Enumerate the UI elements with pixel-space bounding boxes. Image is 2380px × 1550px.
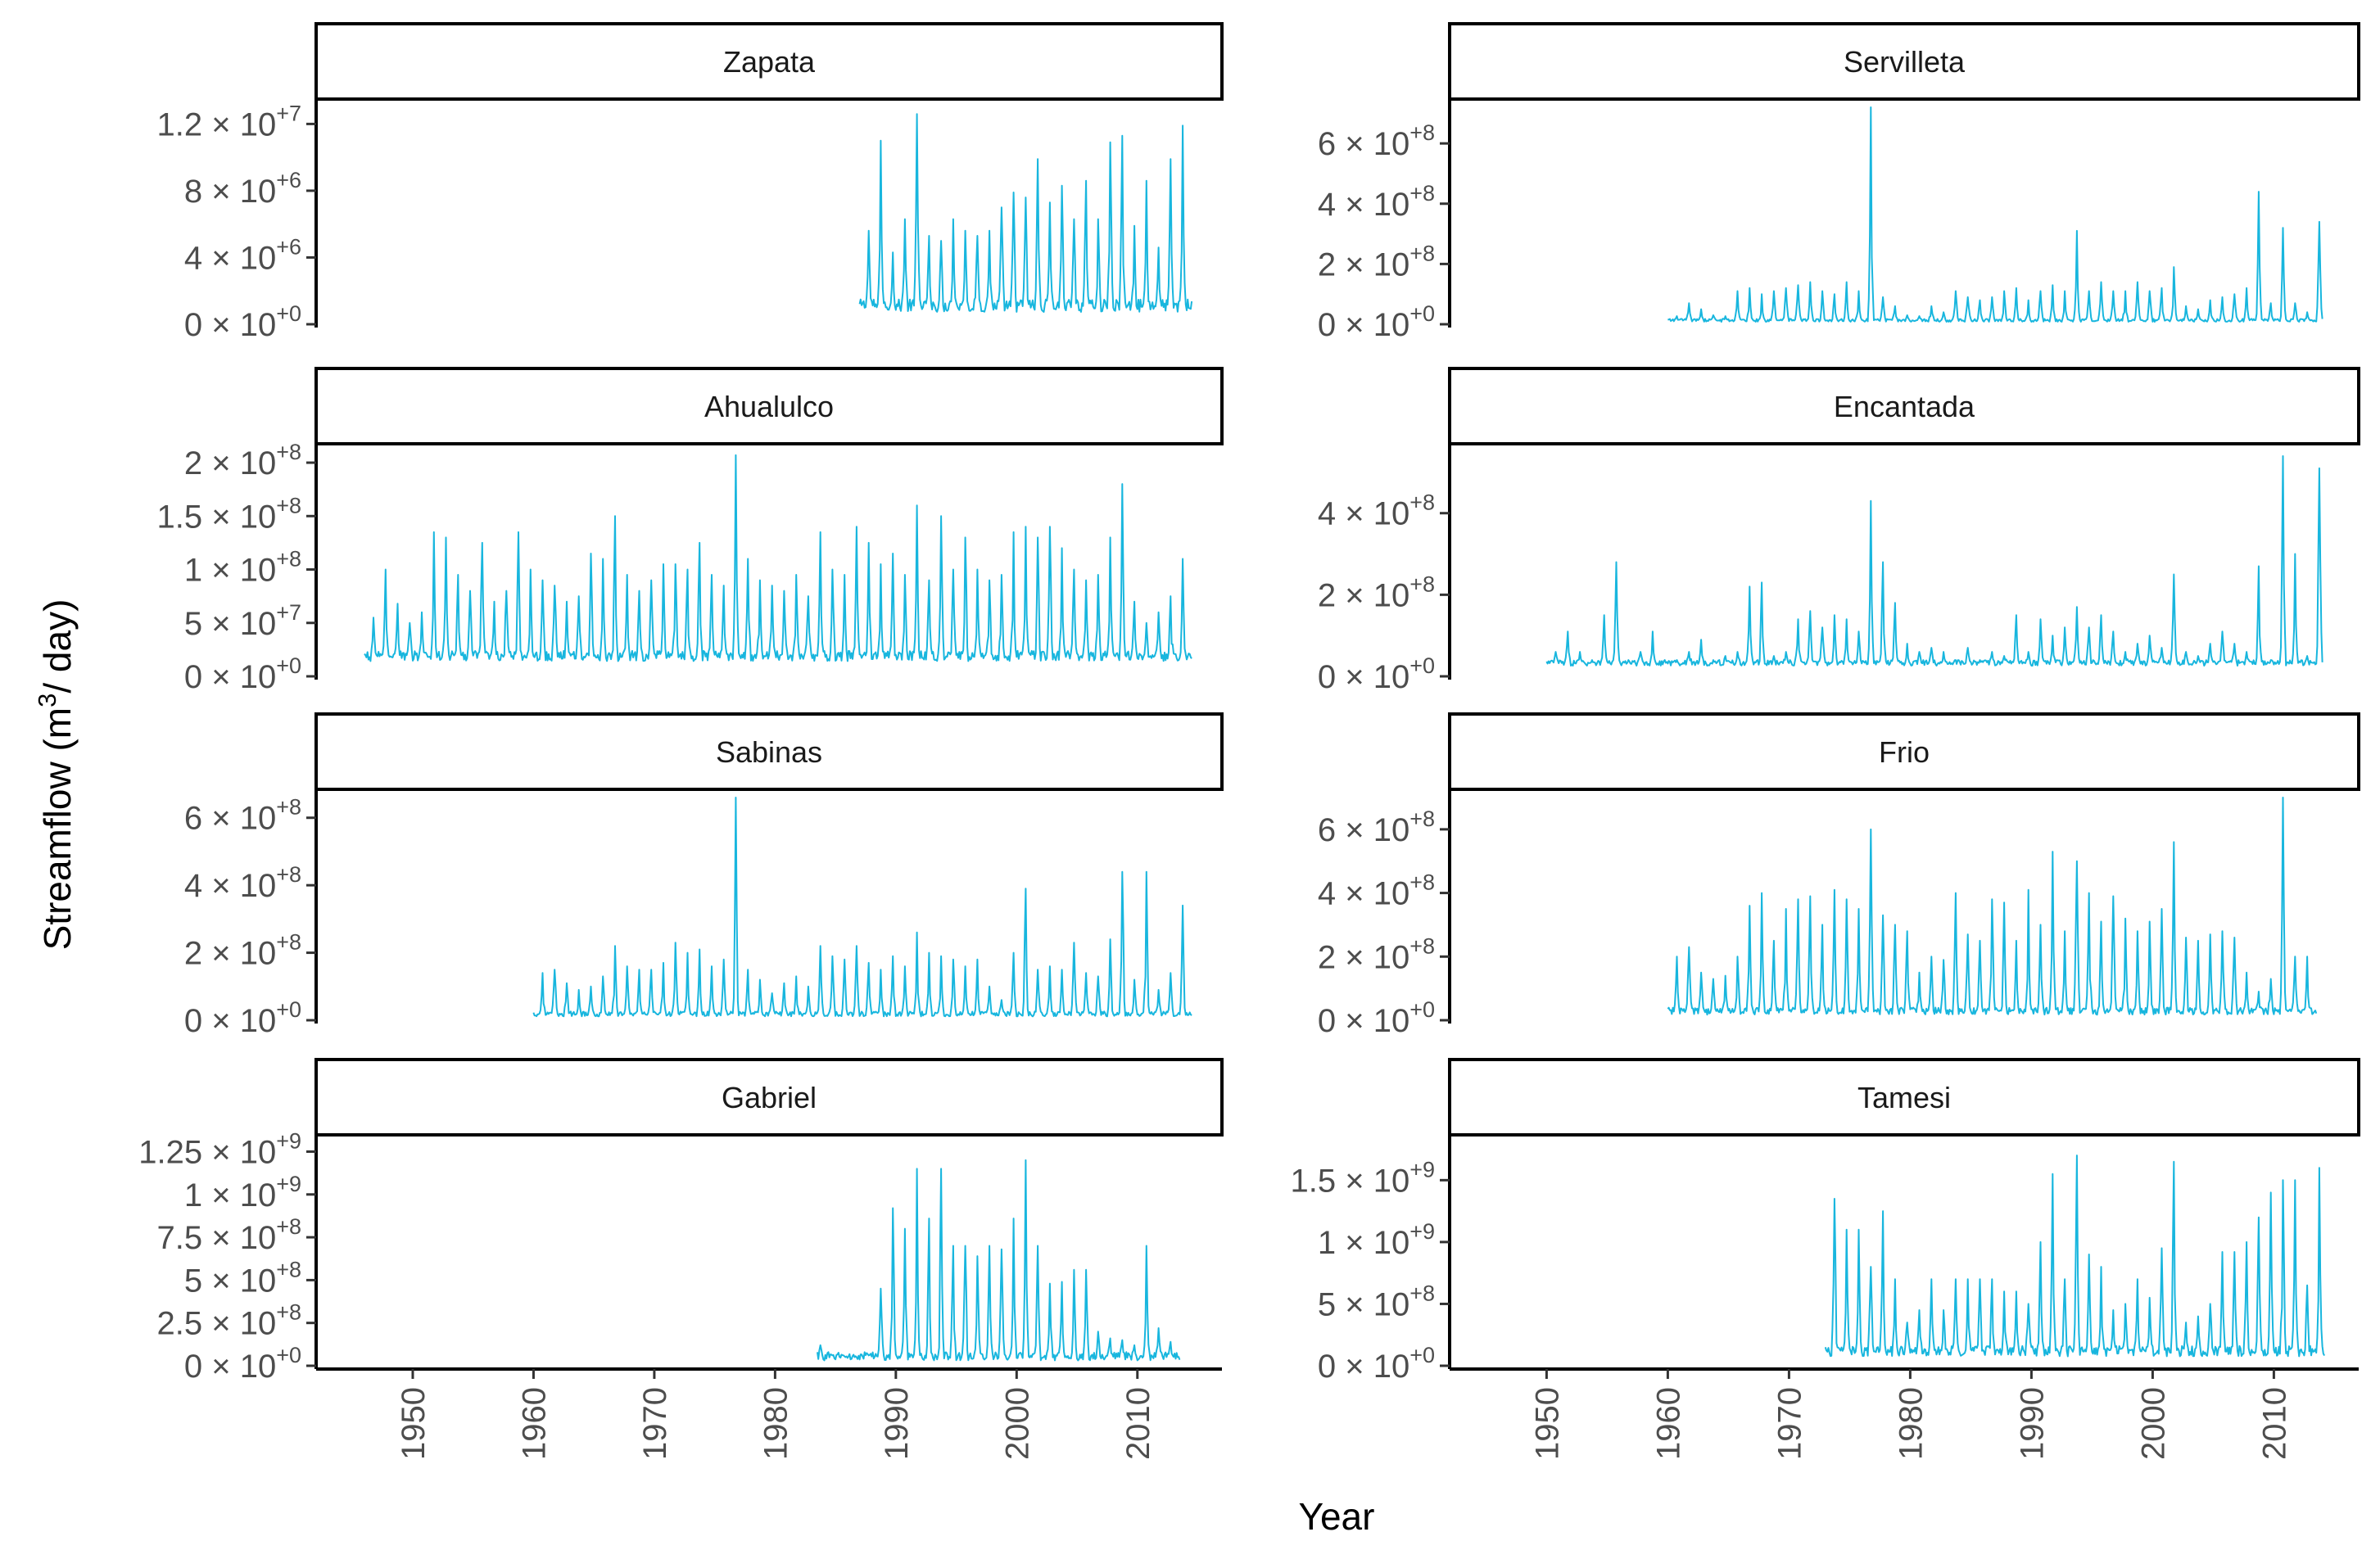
x-tick-label: 1960 — [516, 1387, 552, 1460]
x-tick-label: 1980 — [758, 1387, 794, 1460]
facet-strip — [1448, 1058, 2360, 1137]
facet-strip-label: Encantada — [1834, 390, 1975, 423]
facet-strip-label: Servilleta — [1844, 45, 1966, 79]
y-tick-label: 0 × 10+0 — [184, 301, 301, 343]
panel-ahualulco: Ahualulco 0 × 10+0 5 × 10+7 1 × 10+8 1.5 × 1… — [157, 367, 1224, 695]
facet-strip — [1448, 367, 2360, 445]
x-axis-right: 1950 1960 1970 1980 1990 2000 2010 — [1450, 1367, 2359, 1460]
y-tick-label: 6 × 10+8 — [184, 795, 301, 837]
y-tick-label: 2 × 10+8 — [184, 440, 301, 481]
facet-strip-label: Sabinas — [716, 735, 822, 769]
y-tick-label: 2 × 10+8 — [184, 930, 301, 972]
y-tick-label: 7.5 × 10+8 — [157, 1214, 301, 1256]
y-tick-label: 1.25 × 10+9 — [138, 1128, 301, 1170]
y-tick-label: 1 × 10+9 — [1318, 1219, 1435, 1261]
x-tick-label: 1970 — [637, 1387, 673, 1460]
y-tick-label: 5 × 10+8 — [184, 1257, 301, 1299]
y-axis-title-tail: / day) — [36, 599, 79, 694]
y-tick-label: 2 × 10+8 — [1318, 933, 1435, 975]
streamflow-series — [817, 1159, 1181, 1362]
y-tick-label: 0 × 10+0 — [184, 1343, 301, 1385]
x-axis-left: 1950 1960 1970 1980 1990 2000 2010 — [316, 1367, 1222, 1460]
panel-encantada: Encantada 0 × 10+0 2 × 10+8 4 × 10+8 — [1318, 367, 2360, 695]
x-axes: 1950 1960 1970 1980 1990 2000 2010 1950 1960 1970… — [316, 1367, 2359, 1460]
streamflow-series — [364, 454, 1192, 662]
facet-strip — [314, 1058, 1224, 1137]
panel-servilleta: Servilleta 0 × 10+0 2 × 10+8 4 × 10+8 6 × 10… — [1318, 22, 2360, 343]
x-tick-label: 2010 — [2256, 1387, 2292, 1460]
y-tick-label: 2 × 10+8 — [1318, 241, 1435, 282]
streamflow-series — [1824, 1155, 2325, 1358]
x-tick-label: 1950 — [396, 1387, 432, 1460]
y-tick-label: 5 × 10+8 — [1318, 1281, 1435, 1322]
x-tick-label: 1960 — [1650, 1387, 1686, 1460]
y-tick-label: 1.2 × 10+7 — [157, 101, 301, 142]
y-tick-label: 1.5 × 10+9 — [1291, 1157, 1435, 1199]
y-tick-label: 4 × 10+8 — [1318, 870, 1435, 912]
panel-sabinas: Sabinas 0 × 10+0 2 × 10+8 4 × 10+8 6 × 10+8 — [184, 712, 1224, 1039]
y-tick-label: 2.5 × 10+8 — [157, 1300, 301, 1342]
y-axis-title-superscript: 3 — [33, 694, 61, 707]
facet-strip-label: Tamesi — [1857, 1081, 1951, 1114]
y-tick-label: 6 × 10+8 — [1318, 807, 1435, 848]
facet-panels: Zapata 0 × 10+0 4 × 10+6 8 × 10+6 1.2 × 10+7… — [138, 22, 2360, 1385]
streamflow-series — [1545, 455, 2323, 667]
y-tick-label: 0 × 10+0 — [184, 653, 301, 695]
facet-strip — [314, 367, 1224, 445]
x-axis-title: Year — [1299, 1495, 1375, 1538]
streamflow-series — [858, 113, 1193, 313]
facet-strip-label: Ahualulco — [704, 390, 834, 423]
x-tick-label: 1990 — [2014, 1387, 2050, 1460]
y-tick-label: 0 × 10+0 — [1318, 301, 1435, 343]
y-tick-label: 1.5 × 10+8 — [157, 493, 301, 535]
facet-strip — [1448, 712, 2360, 791]
panel-frio: Frio 0 × 10+0 2 × 10+8 4 × 10+8 6 × 10+8 — [1318, 712, 2360, 1039]
y-tick-label: 0 × 10+0 — [1318, 1343, 1435, 1385]
y-tick-label: 1 × 10+8 — [184, 547, 301, 589]
facet-strip-label: Gabriel — [722, 1081, 817, 1114]
x-tick-label: 1950 — [1529, 1387, 1565, 1460]
y-tick-label: 0 × 10+0 — [184, 997, 301, 1039]
y-tick-label: 0 × 10+0 — [1318, 653, 1435, 695]
y-tick-label: 2 × 10+8 — [1318, 572, 1435, 613]
panel-gabriel: Gabriel 0 × 10+02.5 × 10+85 × 10+87.5 × 1… — [138, 1058, 1224, 1385]
y-tick-label: 4 × 10+8 — [1318, 490, 1435, 532]
y-tick-label: 0 × 10+0 — [1318, 997, 1435, 1039]
panel-tamesi: Tamesi 0 × 10+0 5 × 10+8 1 × 10+9 1.5 × 10+9 — [1291, 1058, 2360, 1385]
x-tick-label: 1990 — [879, 1387, 915, 1460]
facet-strip-label: Zapata — [723, 45, 816, 79]
y-axis-title-main: Streamflow (m — [36, 707, 79, 950]
y-tick-label: 5 × 10+7 — [184, 600, 301, 642]
y-tick-label: 4 × 10+8 — [1318, 181, 1435, 223]
streamflow-series — [1667, 106, 2323, 323]
y-tick-label: 1 × 10+9 — [184, 1172, 301, 1213]
streamflow-series — [1667, 797, 2318, 1016]
x-tick-label: 2000 — [999, 1387, 1035, 1460]
x-tick-label: 2010 — [1120, 1387, 1156, 1460]
facet-strip — [1448, 22, 2360, 101]
y-tick-label: 8 × 10+6 — [184, 168, 301, 210]
facet-strip — [314, 712, 1224, 791]
y-axis-title: Streamflow (m3/ day) — [33, 599, 79, 951]
y-tick-label: 4 × 10+6 — [184, 234, 301, 276]
panel-zapata: Zapata 0 × 10+0 4 × 10+6 8 × 10+6 1.2 × 10+7 — [157, 22, 1224, 343]
y-tick-label: 6 × 10+8 — [1318, 120, 1435, 162]
streamflow-series — [532, 797, 1192, 1018]
x-tick-label: 1970 — [1771, 1387, 1808, 1460]
x-tick-label: 1980 — [1893, 1387, 1929, 1460]
facet-strip-label: Frio — [1879, 735, 1930, 769]
facet-strip — [314, 22, 1224, 101]
y-tick-label: 4 × 10+8 — [184, 862, 301, 904]
x-tick-label: 2000 — [2135, 1387, 2171, 1460]
